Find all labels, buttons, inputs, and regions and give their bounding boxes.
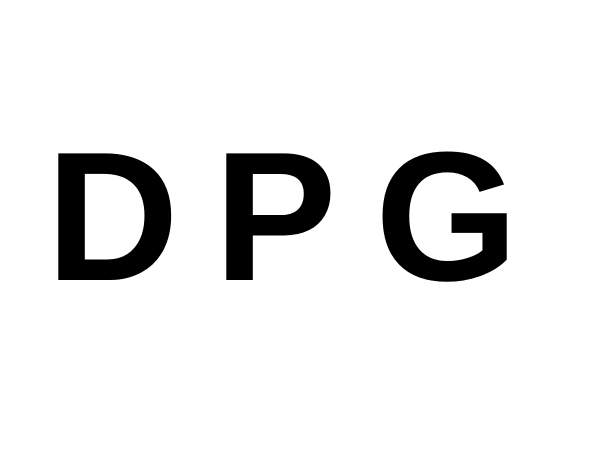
- letter-g: G: [375, 113, 519, 319]
- letter-d: D: [46, 113, 179, 319]
- letter-p: P: [214, 113, 337, 319]
